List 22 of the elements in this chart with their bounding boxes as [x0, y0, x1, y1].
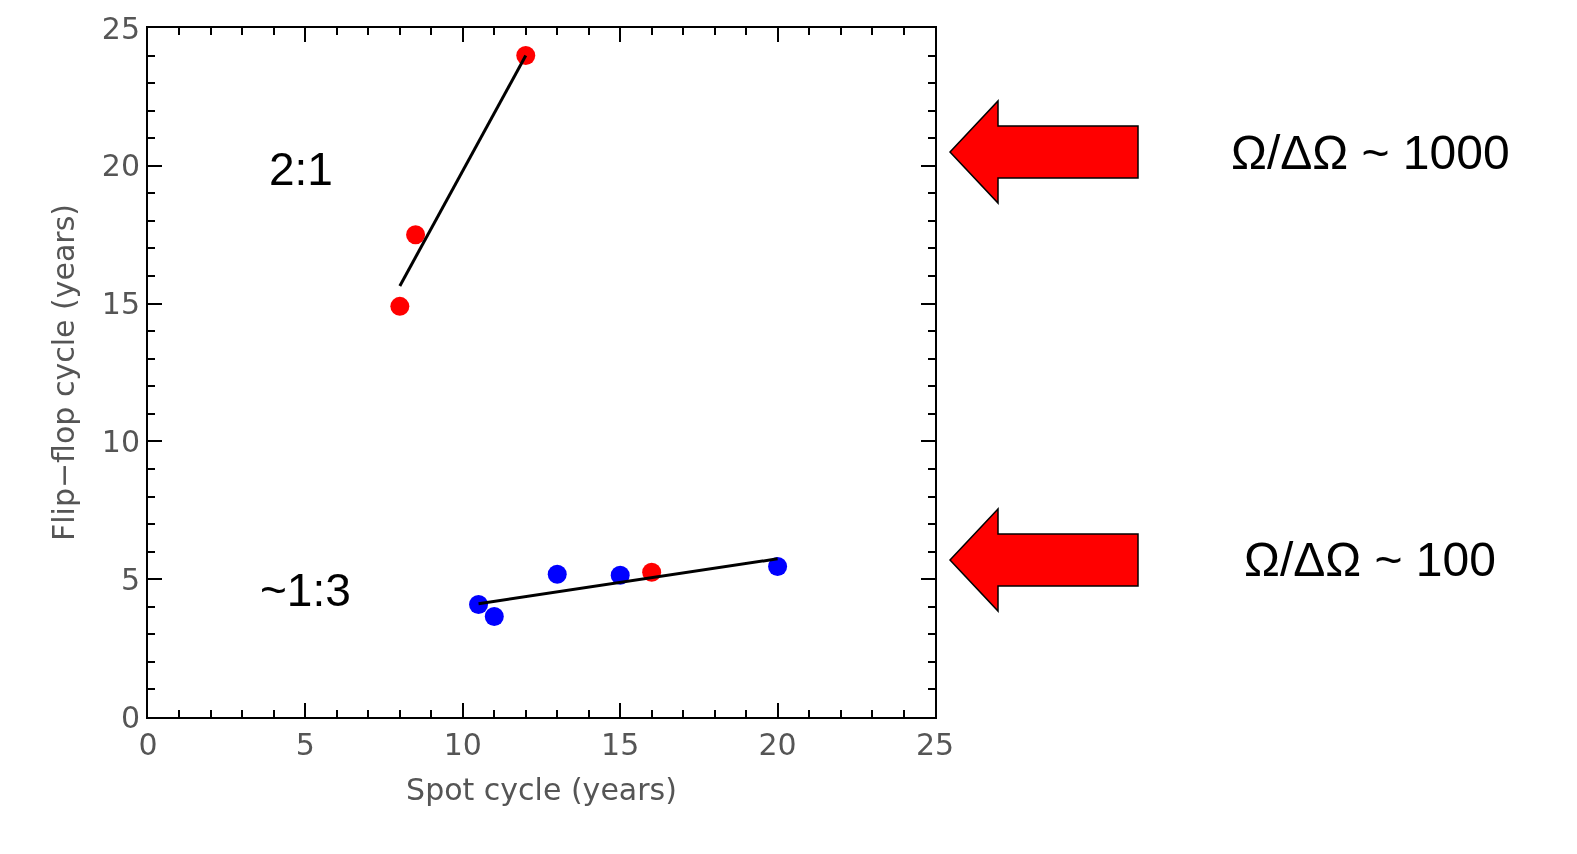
- y-tick-label: 0: [120, 699, 140, 735]
- point: [768, 557, 788, 577]
- text: Ω/ΔΩ ~ 100: [1244, 533, 1496, 586]
- y-tick-label: 25: [101, 10, 140, 46]
- point: [547, 564, 567, 584]
- x-axis-title: Spot cycle (years): [406, 772, 677, 807]
- y-tick-label: 5: [120, 561, 140, 597]
- point: [484, 606, 504, 626]
- x-tick-label: 20: [758, 727, 797, 762]
- point: [406, 225, 426, 245]
- text: Ω/ΔΩ ~ 1000: [1231, 126, 1510, 179]
- y-tick-label: 20: [101, 148, 140, 184]
- x-tick-label: 5: [295, 727, 315, 762]
- x-tick-label: 10: [443, 727, 482, 762]
- y-tick-label: 15: [101, 286, 140, 322]
- point: [390, 296, 410, 316]
- annotation: ~1:3: [260, 564, 351, 616]
- y-tick-label: 10: [101, 423, 140, 459]
- x-tick-label: 25: [915, 727, 955, 762]
- x-tick-label: 15: [601, 727, 640, 762]
- annotation: 2:1: [269, 143, 333, 195]
- y-axis-title: Flip−flop cycle (years): [46, 204, 82, 541]
